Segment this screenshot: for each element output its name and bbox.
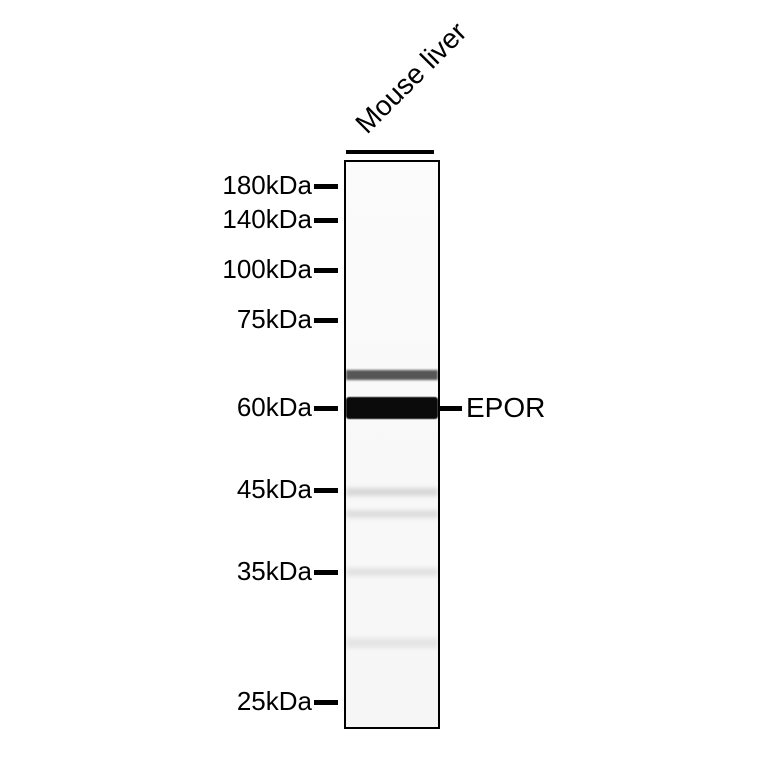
blot-lane: [344, 160, 440, 729]
band: [346, 568, 438, 576]
marker-tick: [314, 318, 338, 323]
marker-label: 75kDa: [237, 304, 312, 335]
marker-label: 140kDa: [222, 204, 312, 235]
lane-underline: [346, 150, 434, 154]
target-label: EPOR: [466, 392, 545, 424]
marker-tick: [314, 488, 338, 493]
marker-label: 45kDa: [237, 474, 312, 505]
band: [346, 638, 438, 648]
band: [346, 370, 438, 380]
blot-figure: Mouse liver 180kDa 140kDa 100kDa 75kDa 6…: [0, 0, 764, 764]
lane-label-text: Mouse liver: [349, 16, 472, 139]
marker-tick: [314, 218, 338, 223]
marker-label: 180kDa: [222, 170, 312, 201]
marker-label: 60kDa: [237, 392, 312, 423]
marker-tick: [314, 184, 338, 189]
lane-label: Mouse liver: [349, 16, 473, 140]
marker-label: 100kDa: [222, 254, 312, 285]
marker-tick: [314, 700, 338, 705]
band-main: [346, 397, 438, 419]
marker-tick: [314, 268, 338, 273]
marker-tick: [314, 570, 338, 575]
marker-label: 25kDa: [237, 686, 312, 717]
band: [346, 510, 438, 518]
marker-label: 35kDa: [237, 556, 312, 587]
target-tick: [440, 406, 462, 411]
marker-tick: [314, 406, 338, 411]
band: [346, 488, 438, 496]
